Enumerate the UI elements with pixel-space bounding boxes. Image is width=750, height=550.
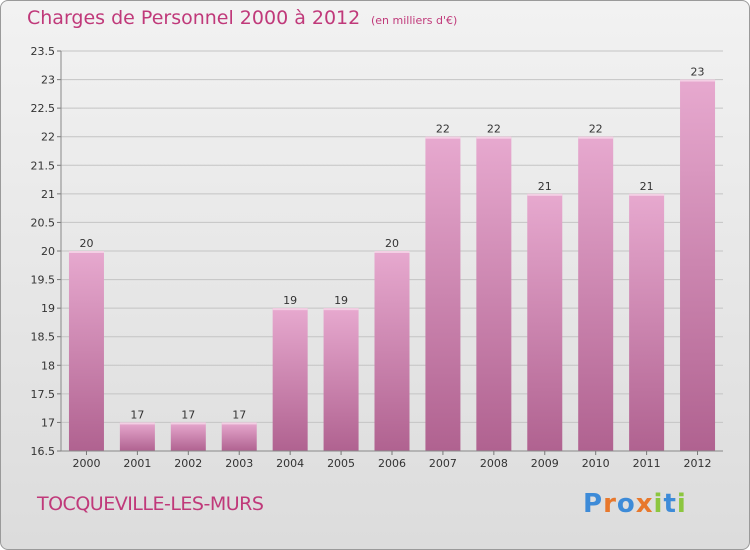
bar-value-label: 22 bbox=[487, 123, 501, 136]
y-tick-label: 19.5 bbox=[31, 274, 56, 287]
bar-value-label: 17 bbox=[130, 408, 144, 421]
bar-value-label: 20 bbox=[385, 237, 399, 250]
bar-value-label: 21 bbox=[538, 180, 552, 193]
logo-letter: r bbox=[603, 489, 617, 519]
bar bbox=[119, 422, 155, 451]
bar-value-label: 22 bbox=[436, 123, 450, 136]
bar-top-edge bbox=[680, 79, 716, 82]
y-tick-label: 18 bbox=[41, 359, 55, 372]
bar-value-label: 19 bbox=[283, 294, 297, 307]
bar-top-edge bbox=[170, 422, 206, 425]
bar-top-edge bbox=[476, 136, 512, 139]
x-tick-label: 2000 bbox=[72, 457, 100, 470]
bar-value-label: 17 bbox=[181, 408, 195, 421]
x-tick-label: 2011 bbox=[633, 457, 661, 470]
chart-title: Charges de Personnel 2000 à 2012 bbox=[27, 7, 361, 29]
x-tick-label: 2002 bbox=[174, 457, 202, 470]
y-tick-label: 21.5 bbox=[31, 159, 56, 172]
bar-top-edge bbox=[272, 308, 308, 311]
bar-value-label: 23 bbox=[691, 66, 705, 79]
bar-top-edge bbox=[425, 136, 461, 139]
bar-top-edge bbox=[68, 251, 104, 253]
y-tick-label: 22 bbox=[41, 131, 55, 144]
y-tick-label: 23 bbox=[41, 74, 55, 87]
bar-top-edge bbox=[374, 251, 410, 253]
bar bbox=[374, 251, 410, 451]
bar bbox=[527, 193, 563, 451]
bar-value-label: 20 bbox=[79, 237, 93, 250]
bar-top-edge bbox=[119, 422, 155, 425]
x-tick-label: 2008 bbox=[480, 457, 508, 470]
bar bbox=[323, 308, 359, 451]
x-tick-label: 2001 bbox=[123, 457, 151, 470]
logo-letter: x bbox=[635, 489, 654, 519]
bar-value-label: 17 bbox=[232, 408, 246, 421]
chart-subtitle: (en milliers d'€) bbox=[371, 14, 458, 27]
y-tick-label: 23.5 bbox=[31, 45, 56, 58]
y-tick-label: 20.5 bbox=[31, 216, 56, 229]
bar bbox=[170, 422, 206, 451]
labels: 16.5 17 17.5 18 18.5 19 19.5 20 20.5 21 21.5 22 22.5… bbox=[31, 45, 712, 470]
y-tick-label: 16.5 bbox=[31, 445, 56, 458]
logo-letter: i bbox=[676, 489, 687, 519]
bar bbox=[221, 422, 257, 451]
logo-letter: o bbox=[616, 489, 636, 519]
x-tick-label: 2004 bbox=[276, 457, 304, 470]
y-tick-label: 17.5 bbox=[31, 388, 56, 401]
bar-top-edge bbox=[323, 308, 359, 311]
y-tick-label: 17 bbox=[41, 416, 55, 429]
y-tick-label: 21 bbox=[41, 188, 55, 201]
bar bbox=[680, 79, 716, 452]
bar-top-edge bbox=[527, 193, 563, 196]
bar bbox=[272, 308, 308, 451]
bar bbox=[578, 136, 614, 451]
y-tick-label: 19 bbox=[41, 302, 55, 315]
logo-letter: t bbox=[663, 489, 677, 519]
logo-letter: P bbox=[583, 489, 604, 519]
x-tick-label: 2005 bbox=[327, 457, 355, 470]
y-tick-label: 20 bbox=[41, 245, 55, 258]
bar bbox=[476, 136, 512, 451]
y-tick-label: 22.5 bbox=[31, 102, 56, 115]
x-tick-label: 2012 bbox=[684, 457, 712, 470]
x-tick-label: 2010 bbox=[582, 457, 610, 470]
logo-letter: i bbox=[653, 489, 664, 519]
x-tick-label: 2009 bbox=[531, 457, 559, 470]
axes bbox=[57, 50, 723, 455]
bar-value-label: 22 bbox=[589, 123, 603, 136]
bar-top-edge bbox=[629, 193, 665, 196]
bar-top-edge bbox=[578, 136, 614, 139]
y-tick-label: 18.5 bbox=[31, 331, 56, 344]
bar bbox=[68, 251, 104, 451]
city-name: TOCQUEVILLE-LES-MURS bbox=[37, 493, 264, 515]
bar-value-label: 19 bbox=[334, 294, 348, 307]
x-tick-label: 2006 bbox=[378, 457, 406, 470]
bars bbox=[68, 79, 716, 452]
x-tick-label: 2007 bbox=[429, 457, 457, 470]
bar-value-label: 21 bbox=[640, 180, 654, 193]
bar bbox=[629, 193, 665, 451]
x-tick-label: 2003 bbox=[225, 457, 253, 470]
bar bbox=[425, 136, 461, 451]
bar-top-edge bbox=[221, 422, 257, 425]
proxiti-logo[interactable]: Proxiti bbox=[583, 489, 687, 519]
